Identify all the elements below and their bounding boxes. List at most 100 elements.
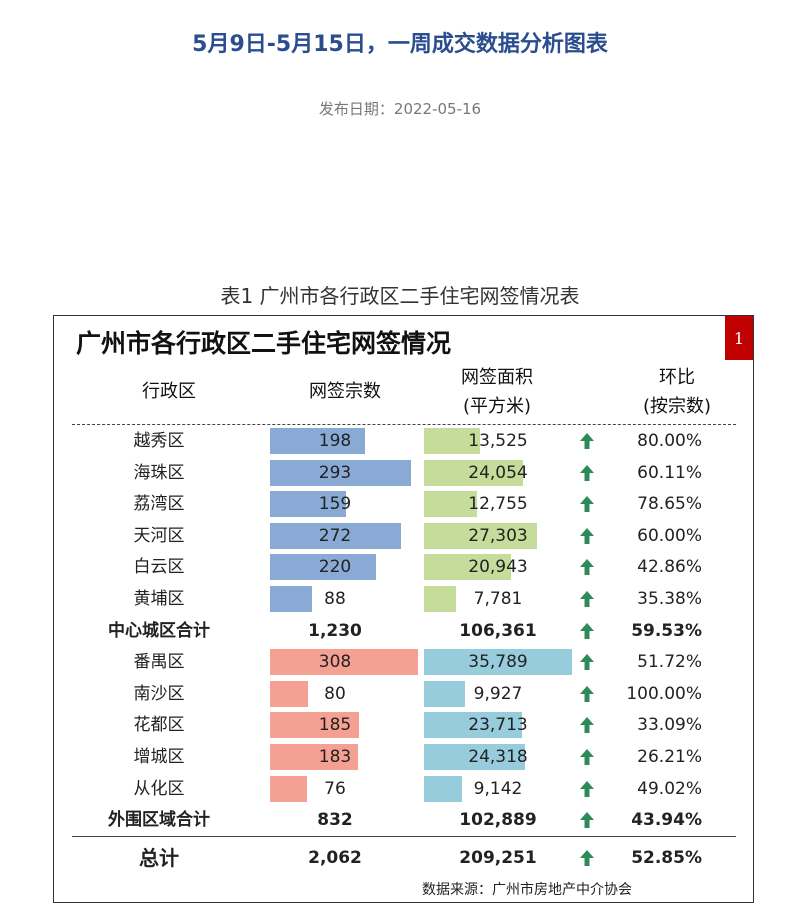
total-row: 总计 2,062 209,251 52.85% [54,842,753,874]
header-count: 网签宗数 [309,381,381,402]
page-badge: 1 [725,316,753,360]
table-row: 荔湾区 159 12,755 78.65% [54,488,753,520]
table-row: 白云区 220 20,943 42.86% [54,551,753,583]
count-value: 76 [324,778,346,799]
area-value: 13,525 [468,431,528,451]
district-name: 越秀区 [133,431,185,451]
count-value: 293 [318,462,352,483]
header-district: 行政区 [142,381,196,402]
header-ratio-line1: 环比 [659,367,695,388]
header-ratio-line2: (按宗数) [642,396,712,417]
count-value: 220 [318,557,352,578]
district-name: 增城区 [133,747,185,767]
count-bar [270,712,359,739]
area-value: 209,251 [459,847,537,868]
district-name: 白云区 [133,557,185,578]
district-name: 花都区 [133,715,185,736]
district-name: 天河区 [133,525,185,546]
area-value: 7,781 [473,589,523,609]
count-bar [270,554,376,581]
ratio-value: 42.86% [637,557,702,578]
count-value: 832 [317,810,353,831]
count-bar [270,491,347,518]
ratio-value: 78.65% [637,494,702,515]
area-bar [424,775,462,802]
table-row: 海珠区 293 24,054 60.11% [54,457,753,489]
ratio-value: 33.09% [637,715,702,736]
ratio-value: 26.21% [637,747,702,767]
area-value: 102,889 [459,810,537,831]
area-value: 35,789 [468,652,528,673]
count-value: 88 [324,589,346,609]
count-bar [270,522,401,549]
ratio-value: 49.02% [637,778,702,799]
count-value: 272 [318,525,352,546]
area-bar [424,554,511,581]
ratio-value: 59.53% [631,620,702,641]
area-bar [424,522,537,549]
count-bar [270,680,309,707]
up-arrow-icon [572,678,602,710]
table-row: 天河区 272 27,303 60.00% [54,520,753,552]
count-bar [270,586,313,612]
count-bar [270,459,411,486]
area-value: 24,054 [468,462,528,483]
count-value: 80 [324,683,346,704]
ratio-value: 100.00% [626,683,702,704]
card-title: 广州市各行政区二手住宅网签情况 [76,329,452,358]
ratio-value: 35.38% [637,589,702,609]
count-value: 185 [318,715,352,736]
area-bar [424,744,525,770]
data-table-card: 广州市各行政区二手住宅网签情况 1 行政区 网签宗数 网签面积 (平方米) 环比… [53,315,754,903]
up-arrow-icon [572,804,602,836]
area-bar [424,459,524,486]
table-row: 南沙区 80 9,927 100.00% [54,678,753,710]
table-row: 番禺区 308 35,789 51.72% [54,646,753,678]
count-value: 308 [318,652,352,673]
ratio-value: 80.00% [637,431,702,451]
count-bar [270,649,418,676]
publish-date: 发布日期：2022-05-16 [318,100,482,118]
district-name: 海珠区 [133,462,185,483]
subtotal-row: 外围区域合计 832 102,889 43.94% [54,804,753,836]
table-caption: 表1 广州市各行政区二手住宅网签情况表 [220,284,580,308]
area-value: 106,361 [459,620,537,641]
header-divider [72,424,736,425]
ratio-value: 60.11% [637,462,702,483]
data-source: 数据来源：广州市房地产中介协会 [422,882,632,898]
count-value: 159 [318,494,352,515]
up-arrow-icon [572,457,602,489]
ratio-value: 43.94% [631,810,702,831]
page-title: 5月9日-5月15日，一周成交数据分析图表 [192,32,608,57]
up-arrow-icon [572,551,602,583]
ratio-value: 60.00% [637,525,702,546]
up-arrow-icon [572,773,602,805]
count-value: 183 [318,747,352,767]
up-arrow-icon [572,488,602,520]
district-name: 从化区 [133,778,185,799]
district-name: 总计 [139,845,179,870]
ratio-value: 51.72% [637,652,702,673]
subtotal-row: 中心城区合计 1,230 106,361 59.53% [54,615,753,647]
table-row: 越秀区 198 13,525 80.00% [54,425,753,457]
district-name: 南沙区 [133,683,185,704]
up-arrow-icon [572,842,602,874]
up-arrow-icon [572,520,602,552]
up-arrow-icon [572,615,602,647]
table-row: 花都区 185 23,713 33.09% [54,709,753,741]
up-arrow-icon [572,741,602,773]
area-value: 20,943 [468,557,528,578]
table-row: 黄埔区 88 7,781 35.38% [54,583,753,615]
total-divider [72,836,736,837]
count-bar [270,428,366,454]
area-bar [424,680,466,707]
area-value: 23,713 [468,715,528,736]
district-name: 外围区域合计 [108,810,210,831]
area-value: 27,303 [468,525,528,546]
count-bar [270,775,307,802]
area-value: 9,927 [473,683,523,704]
count-value: 2,062 [308,847,362,868]
district-name: 中心城区合计 [108,620,210,641]
area-bar [424,586,457,612]
area-bar [424,428,480,454]
